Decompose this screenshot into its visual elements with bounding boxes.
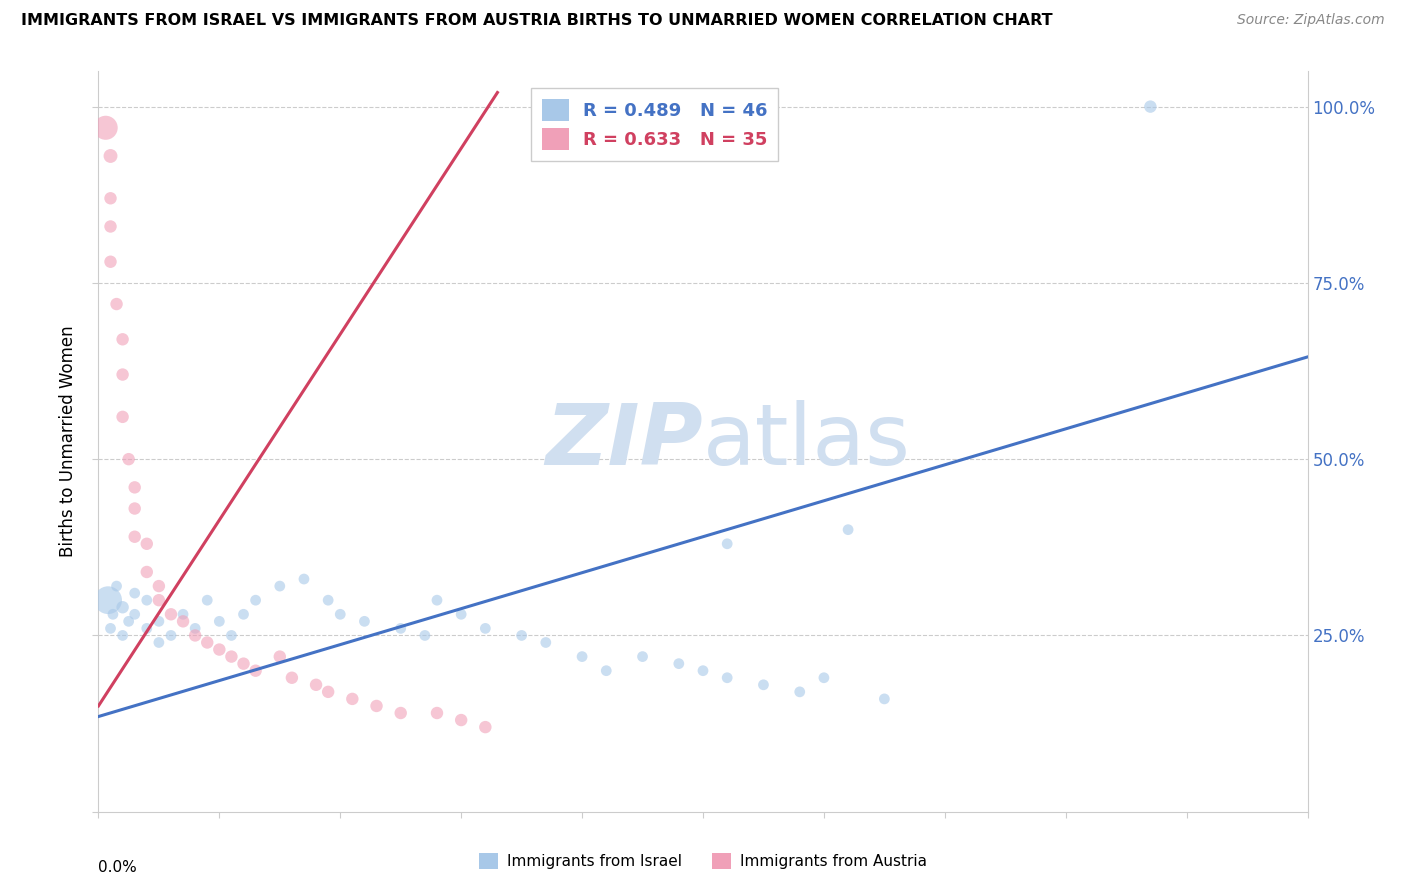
Point (160, 607, 183, 622)
Point (221, 649, 243, 664)
Point (184, 621, 207, 635)
Point (100, 621, 122, 635)
Text: ZIP: ZIP (546, 400, 703, 483)
Point (716, 671, 738, 685)
Point (353, 615, 375, 629)
Point (389, 706, 412, 720)
Point (474, 621, 496, 635)
Point (148, 635, 170, 649)
Point (316, 593, 339, 607)
Point (124, 607, 146, 622)
Point (111, 409, 134, 424)
Point (208, 615, 231, 629)
Point (100, 219, 122, 234)
Legend: R = 0.489   N = 46, R = 0.633   N = 35: R = 0.489 N = 46, R = 0.633 N = 35 (531, 87, 779, 161)
Point (837, 523, 859, 537)
Point (195, 635, 218, 649)
Point (172, 615, 194, 629)
Point (100, 149, 122, 163)
Text: Source: ZipAtlas.com: Source: ZipAtlas.com (1237, 13, 1385, 28)
Point (232, 657, 254, 671)
Point (124, 586, 146, 600)
Point (450, 713, 472, 727)
Point (595, 664, 617, 678)
Point (631, 649, 654, 664)
Point (269, 649, 291, 664)
Point (221, 628, 243, 642)
Text: IMMIGRANTS FROM ISRAEL VS IMMIGRANTS FROM AUSTRIA BIRTHS TO UNMARRIED WOMEN CORR: IMMIGRANTS FROM ISRAEL VS IMMIGRANTS FRO… (21, 13, 1053, 29)
Point (668, 657, 690, 671)
Point (292, 572, 315, 586)
Point (534, 635, 557, 649)
Point (813, 671, 835, 685)
Point (329, 607, 352, 622)
Point (111, 332, 134, 346)
Point (245, 664, 267, 678)
Point (135, 565, 157, 579)
Point (789, 685, 811, 699)
Point (245, 593, 267, 607)
Point (450, 607, 472, 622)
Point (366, 698, 388, 713)
Point (413, 628, 436, 642)
Point (124, 530, 146, 544)
Point (184, 628, 207, 642)
Point (316, 685, 339, 699)
Point (118, 452, 141, 467)
Point (208, 642, 231, 657)
Point (135, 621, 157, 635)
Point (305, 678, 328, 692)
Point (426, 706, 449, 720)
Legend: Immigrants from Israel, Immigrants from Austria: Immigrants from Israel, Immigrants from … (472, 847, 934, 875)
Point (716, 537, 738, 551)
Point (474, 720, 496, 734)
Point (692, 664, 714, 678)
Point (571, 649, 593, 664)
Point (148, 615, 170, 629)
Point (1139, 100, 1161, 114)
Point (148, 593, 170, 607)
Point (148, 579, 170, 593)
Point (105, 579, 128, 593)
Point (105, 297, 128, 311)
Point (232, 607, 254, 622)
Point (195, 593, 218, 607)
Point (100, 191, 122, 205)
Point (100, 254, 122, 268)
Point (389, 621, 412, 635)
Point (94, 120, 117, 135)
Point (135, 593, 157, 607)
Point (160, 628, 183, 642)
Point (111, 368, 134, 382)
Point (172, 607, 194, 622)
Point (97, 593, 120, 607)
Point (124, 501, 146, 516)
Text: 0.0%: 0.0% (98, 860, 138, 875)
Point (124, 480, 146, 494)
Point (101, 607, 124, 622)
Point (135, 537, 157, 551)
Text: atlas: atlas (703, 400, 911, 483)
Y-axis label: Births to Unmarried Women: Births to Unmarried Women (59, 326, 77, 558)
Point (873, 692, 896, 706)
Point (510, 628, 533, 642)
Point (111, 600, 134, 615)
Point (118, 615, 141, 629)
Point (342, 692, 364, 706)
Point (111, 628, 134, 642)
Point (426, 593, 449, 607)
Point (281, 671, 304, 685)
Point (269, 579, 291, 593)
Point (752, 678, 775, 692)
